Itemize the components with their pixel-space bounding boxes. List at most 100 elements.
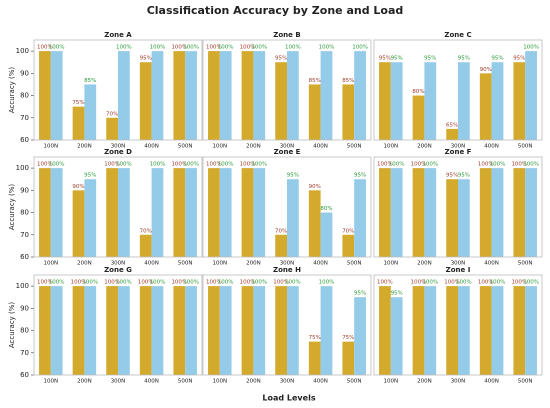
value-label: 100% — [523, 280, 539, 286]
bar — [50, 51, 63, 140]
value-label: 100% — [523, 162, 539, 168]
bar — [308, 190, 321, 257]
bar — [525, 168, 537, 257]
value-label: 100% — [104, 280, 120, 286]
bar — [424, 62, 437, 140]
bar — [139, 286, 152, 375]
value-label: 70% — [140, 228, 152, 234]
x-tick-label: 100N — [212, 379, 227, 385]
value-label: 70% — [342, 228, 354, 234]
value-label: 95% — [379, 56, 391, 62]
x-tick-label: 200N — [246, 144, 261, 150]
bar — [84, 179, 97, 257]
bar — [491, 168, 504, 257]
value-label: 100% — [285, 280, 301, 286]
value-label: 100% — [116, 280, 132, 286]
bar — [241, 286, 254, 375]
value-label: 75% — [309, 335, 321, 341]
x-tick-label: 300N — [280, 379, 295, 385]
value-label: 95% — [287, 173, 299, 179]
bar — [275, 62, 287, 140]
bar — [412, 286, 425, 375]
bar — [390, 62, 403, 140]
panel-title: Zone B — [273, 31, 300, 39]
x-tick-label: 400N — [484, 261, 499, 267]
panel-frame — [202, 39, 372, 141]
bar — [39, 168, 51, 257]
value-label: 100% — [150, 280, 166, 286]
value-label: 75% — [342, 335, 354, 341]
bar — [424, 286, 437, 375]
panel-frame — [373, 156, 543, 258]
value-label: 100% — [49, 45, 65, 51]
value-label: 100% — [206, 45, 222, 51]
value-label: 100% — [150, 162, 166, 168]
value-label: 100% — [490, 162, 506, 168]
bar — [479, 168, 492, 257]
bar — [253, 51, 266, 140]
value-label: 100% — [150, 45, 166, 51]
bar — [412, 95, 425, 140]
bar — [118, 168, 130, 257]
value-label: 95% — [391, 291, 403, 297]
x-tick-label: 400N — [144, 379, 159, 385]
panel-title: Zone H — [273, 266, 301, 274]
bar — [479, 73, 492, 140]
value-label: 100% — [218, 280, 234, 286]
bar — [491, 286, 504, 375]
bar — [72, 106, 85, 140]
bar — [342, 341, 355, 375]
panel-frame — [202, 156, 372, 258]
bar — [50, 286, 63, 375]
bar — [106, 286, 118, 375]
value-label: 100% — [511, 162, 527, 168]
panel-frame — [373, 274, 543, 376]
value-label: 95% — [491, 56, 503, 62]
x-tick-label: 100N — [383, 379, 398, 385]
value-label: 95% — [275, 56, 287, 62]
bar — [525, 51, 537, 140]
y-tick-label: 80 — [20, 209, 29, 217]
bar — [491, 62, 504, 140]
value-label: 95% — [354, 291, 366, 297]
bar — [185, 168, 197, 257]
y-axis-label: Accuracy (%) — [8, 184, 16, 231]
bar — [479, 286, 492, 375]
value-label: 100% — [377, 280, 393, 286]
x-tick-label: 300N — [280, 144, 295, 150]
value-label: 100% — [251, 280, 267, 286]
value-label: 95% — [84, 173, 96, 179]
y-tick-label: 70 — [20, 349, 29, 357]
x-tick-label: 200N — [246, 379, 261, 385]
y-tick-label: 80 — [20, 92, 29, 100]
y-tick-label: 90 — [20, 304, 29, 312]
value-label: 100% — [511, 280, 527, 286]
value-label: 90% — [72, 184, 84, 190]
x-tick-label: 300N — [451, 261, 466, 267]
value-label: 70% — [275, 228, 287, 234]
x-tick-label: 500N — [178, 261, 193, 267]
y-tick-label: 70 — [20, 114, 29, 122]
value-label: 95% — [391, 56, 403, 62]
value-label: 95% — [140, 56, 152, 62]
value-label: 95% — [354, 173, 366, 179]
panel-frame — [33, 274, 203, 376]
bar — [72, 190, 85, 257]
y-tick-label: 90 — [20, 69, 29, 77]
bar — [379, 62, 391, 140]
x-tick-label: 100N — [212, 144, 227, 150]
value-label: 100% — [444, 280, 460, 286]
bar — [320, 51, 333, 140]
value-label: 85% — [309, 78, 321, 84]
bar — [139, 62, 152, 140]
value-label: 90% — [309, 184, 321, 190]
x-tick-label: 500N — [518, 379, 533, 385]
bar — [118, 286, 130, 375]
value-label: 70% — [106, 111, 118, 117]
value-label: 100% — [523, 45, 539, 51]
x-tick-label: 300N — [451, 379, 466, 385]
panel-title: Zone G — [104, 266, 132, 274]
panel-frame — [33, 156, 203, 258]
bar — [287, 51, 299, 140]
